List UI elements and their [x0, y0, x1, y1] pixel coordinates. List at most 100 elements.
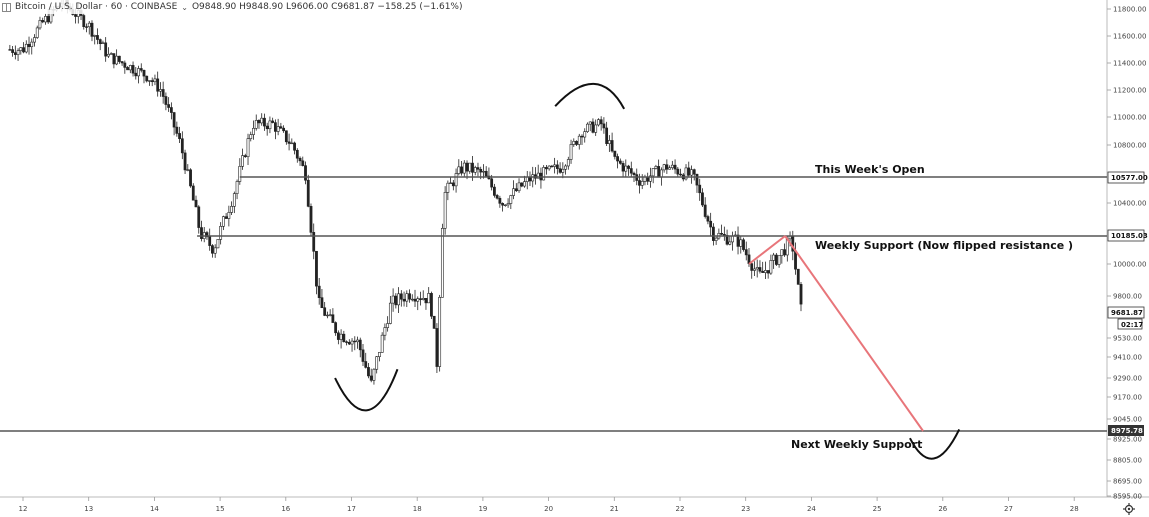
candle	[183, 149, 187, 174]
candle	[213, 244, 217, 258]
price-axis: 11800.00 11600.00 11400.00 11200.00 11000.00…	[1107, 6, 1146, 501]
chart-layout-icon[interactable]	[2, 2, 11, 12]
candle	[224, 213, 228, 219]
svg-text:10185.03: 10185.03	[1111, 232, 1148, 240]
candle	[399, 290, 403, 307]
candle	[468, 162, 472, 174]
candle	[736, 226, 740, 255]
candle	[241, 148, 244, 170]
candle	[536, 164, 540, 179]
candle	[85, 23, 88, 33]
candle	[720, 224, 724, 236]
x-tick-label: 14	[150, 505, 159, 513]
candle	[772, 252, 776, 269]
candle	[252, 120, 255, 140]
candle	[413, 289, 417, 308]
candle	[356, 336, 359, 349]
candle	[758, 260, 762, 274]
symbol-title[interactable]: Bitcoin / U.S. Dollar · 60 · COINBASE	[15, 2, 178, 12]
candle	[607, 135, 611, 152]
candle	[191, 183, 195, 201]
chevron-down-icon[interactable]: ⌄	[181, 2, 188, 12]
candle	[211, 244, 214, 258]
candle	[388, 295, 392, 325]
candle	[744, 241, 748, 261]
candle	[432, 315, 436, 329]
time-axis: 12 13 14 15 16 17 18 19 20 21 22 23 24 25 26 27 28	[19, 497, 1079, 513]
candle	[342, 330, 346, 343]
candle	[369, 368, 373, 383]
candle	[649, 167, 652, 188]
candle	[126, 66, 129, 71]
x-tick-label: 22	[676, 505, 685, 513]
candle	[30, 38, 34, 55]
candle	[232, 191, 236, 214]
candle	[120, 61, 124, 66]
pattern-arcs	[334, 82, 961, 460]
candle	[610, 132, 614, 153]
y-tick-label: 10000.00	[1113, 261, 1146, 269]
candle	[514, 183, 518, 193]
candle	[668, 165, 671, 170]
candle	[235, 179, 239, 200]
candle	[446, 180, 450, 201]
candle	[194, 195, 198, 208]
candle	[93, 34, 97, 45]
candle	[599, 116, 603, 131]
top-arc	[554, 82, 626, 110]
candle	[624, 159, 628, 178]
candle	[676, 166, 680, 178]
candle	[326, 311, 329, 319]
candle	[586, 122, 589, 133]
candle	[137, 65, 140, 84]
candle	[457, 159, 461, 176]
y-tick-label: 10400.00	[1113, 200, 1146, 208]
candle	[87, 21, 91, 35]
candle	[542, 165, 546, 181]
retest-line	[748, 235, 786, 265]
candle	[580, 134, 584, 145]
candle	[520, 182, 524, 188]
candle	[558, 162, 562, 174]
candle	[246, 133, 250, 166]
candle	[331, 308, 335, 323]
x-tick-label: 15	[216, 505, 225, 513]
candle	[764, 261, 767, 279]
x-tick-label: 16	[281, 505, 290, 513]
candle	[462, 160, 466, 177]
candle	[440, 223, 444, 298]
candle	[553, 157, 557, 174]
candle	[134, 67, 138, 80]
candle	[670, 160, 674, 170]
candle	[27, 36, 31, 55]
candle	[430, 291, 433, 319]
candle	[35, 25, 39, 39]
candle	[777, 255, 781, 268]
candle	[435, 323, 439, 373]
candle	[503, 204, 507, 207]
candle	[169, 102, 173, 120]
y-tick-label: 9045.00	[1113, 416, 1142, 424]
candle	[583, 128, 587, 143]
candle	[476, 162, 480, 177]
week-open-tag: 10577.00	[1107, 171, 1148, 184]
y-tick-label: 11200.00	[1113, 87, 1146, 95]
candle	[703, 197, 707, 219]
candle	[796, 268, 800, 285]
gear-icon[interactable]	[1123, 503, 1135, 515]
candle	[320, 288, 324, 309]
candle	[38, 16, 42, 30]
candle	[287, 133, 291, 151]
candle	[780, 249, 784, 264]
candle	[24, 40, 28, 54]
candle	[104, 37, 108, 62]
candle	[569, 139, 573, 164]
candle	[372, 368, 376, 385]
candle	[347, 339, 351, 346]
candle	[588, 121, 592, 132]
candle	[709, 212, 713, 236]
candle	[512, 180, 515, 200]
candle	[339, 329, 343, 349]
candle	[361, 344, 365, 367]
